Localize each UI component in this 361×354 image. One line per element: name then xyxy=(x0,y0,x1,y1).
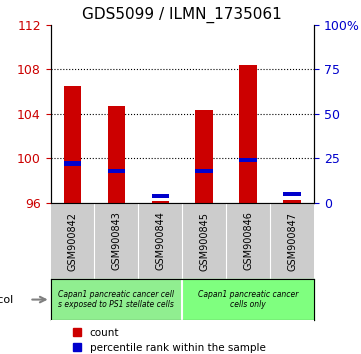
Bar xyxy=(196,169,213,173)
Text: GSM900846: GSM900846 xyxy=(243,212,253,270)
Bar xyxy=(108,169,125,173)
Bar xyxy=(239,158,257,162)
Title: GDS5099 / ILMN_1735061: GDS5099 / ILMN_1735061 xyxy=(82,7,282,23)
Bar xyxy=(64,86,81,203)
Text: Capan1 pancreatic cancer
cells only: Capan1 pancreatic cancer cells only xyxy=(198,290,299,309)
Bar xyxy=(108,106,125,203)
Bar xyxy=(182,279,314,320)
Text: GSM900844: GSM900844 xyxy=(155,212,165,270)
Text: GSM900843: GSM900843 xyxy=(112,212,121,270)
Text: GSM900842: GSM900842 xyxy=(68,212,78,270)
Bar xyxy=(152,201,169,203)
Bar xyxy=(196,110,213,203)
Bar xyxy=(283,192,301,196)
Bar xyxy=(239,65,257,203)
Bar xyxy=(283,200,301,203)
Text: GSM900845: GSM900845 xyxy=(199,212,209,270)
Bar xyxy=(51,279,182,320)
Text: GSM900847: GSM900847 xyxy=(287,212,297,270)
Bar xyxy=(64,161,81,166)
Text: Capan1 pancreatic cancer cell
s exposed to PS1 stellate cells: Capan1 pancreatic cancer cell s exposed … xyxy=(58,290,174,309)
Text: protocol: protocol xyxy=(0,295,14,304)
Legend: count, percentile rank within the sample: count, percentile rank within the sample xyxy=(69,324,270,354)
Bar xyxy=(152,194,169,198)
